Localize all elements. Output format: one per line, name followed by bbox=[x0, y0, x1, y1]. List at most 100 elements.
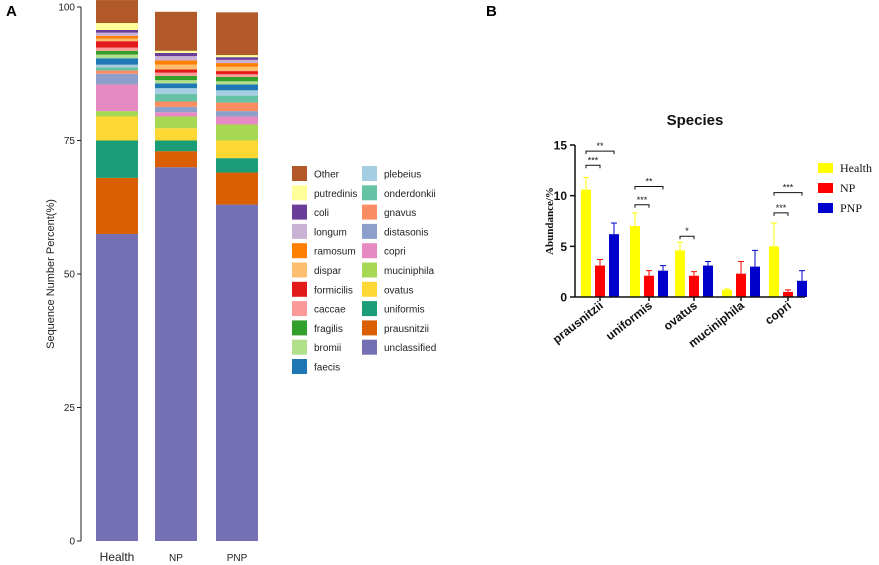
bar-segment-unclassified bbox=[155, 167, 197, 541]
significance-bracket bbox=[679, 235, 695, 240]
bar-segment-gnavus bbox=[96, 70, 138, 74]
legend-label-unclassified: unclassified bbox=[384, 343, 436, 354]
bar-NP-prausnitzii bbox=[595, 265, 605, 297]
legend-swatch-unclassified bbox=[362, 339, 377, 355]
y-tick-label: 75 bbox=[64, 136, 76, 147]
bar-PNP-uniformis bbox=[658, 270, 668, 297]
bar-Health-copri bbox=[769, 246, 779, 297]
x-tick-label: uniformis bbox=[603, 298, 655, 343]
legend-label-prausnitzii: prausnitzii bbox=[384, 324, 429, 335]
bar-segment-muciniphila bbox=[96, 111, 138, 117]
legend-swatch-plebeius bbox=[362, 166, 377, 181]
bar-segment-faecis bbox=[96, 58, 138, 65]
bar-segment-coli bbox=[216, 57, 258, 60]
bar-PNP-prausnitzii bbox=[609, 234, 619, 297]
bar-segment-bromii bbox=[216, 81, 258, 85]
legend-swatch-fragilis bbox=[292, 320, 307, 336]
bar-segment-putredinis bbox=[96, 23, 138, 30]
legend-label-uniformis: uniformis bbox=[384, 305, 425, 316]
bar-segment-caccae bbox=[155, 72, 197, 76]
significance-bracket bbox=[585, 164, 601, 169]
bar-segment-prausnitzii bbox=[155, 151, 197, 168]
panel-label-a: A bbox=[6, 3, 17, 20]
legend-label-longum: longum bbox=[314, 227, 347, 238]
significance-bracket bbox=[634, 204, 650, 208]
legend-swatch-coli bbox=[292, 204, 307, 220]
bar-segment-putredinis bbox=[216, 55, 258, 58]
bar-segment-coli bbox=[155, 52, 197, 57]
significance-bracket bbox=[773, 192, 803, 196]
legend-label-NP: NP bbox=[840, 181, 856, 195]
bar-segment-plebeius bbox=[155, 88, 197, 95]
legend-label-PNP: PNP bbox=[840, 201, 862, 215]
bar-Health-ovatus bbox=[675, 250, 685, 297]
legend-label-Health: Health bbox=[840, 161, 872, 175]
legend-swatch-Health bbox=[818, 163, 833, 173]
legend-label-gnavus: gnavus bbox=[384, 208, 416, 219]
y-tick-label: 25 bbox=[64, 403, 76, 414]
y-tick-label: 5 bbox=[560, 240, 567, 254]
legend-swatch-prausnitzii bbox=[362, 320, 377, 336]
bar-segment-uniformis bbox=[96, 140, 138, 178]
x-tick-label: prausnitzii bbox=[550, 298, 606, 346]
bar-segment-Other bbox=[96, 0, 138, 24]
significance-label: ** bbox=[645, 177, 653, 187]
bar-Health-muciniphila bbox=[722, 289, 732, 297]
bar-segment-plebeius bbox=[96, 64, 138, 68]
bar-segment-uniformis bbox=[155, 140, 197, 152]
legend-label-Other: Other bbox=[314, 170, 340, 181]
bar-PNP-copri bbox=[797, 280, 807, 297]
bar-NP-uniformis bbox=[644, 275, 654, 297]
bar-segment-fragilis bbox=[216, 76, 258, 82]
legend-swatch-longum bbox=[292, 223, 307, 239]
legend-label-formicilis: formicilis bbox=[314, 285, 353, 296]
legend-swatch-copri bbox=[362, 243, 377, 259]
legend-swatch-bromii bbox=[292, 339, 307, 355]
legend-swatch-formicilis bbox=[292, 281, 307, 297]
bar-segment-prausnitzii bbox=[216, 172, 258, 205]
legend-label-ovatus: ovatus bbox=[384, 285, 413, 296]
significance-label: ** bbox=[596, 141, 604, 151]
bar-Health-prausnitzii bbox=[581, 189, 591, 297]
legend-label-putredinis: putredinis bbox=[314, 189, 357, 200]
legend-label-copri: copri bbox=[384, 247, 406, 258]
bar-segment-formicilis bbox=[155, 69, 197, 73]
bar-segment-prausnitzii bbox=[96, 177, 138, 234]
legend-swatch-NP bbox=[818, 183, 833, 193]
x-tick-label: ovatus bbox=[661, 298, 700, 333]
x-tick-label: NP bbox=[169, 553, 183, 564]
significance-bracket bbox=[634, 186, 664, 190]
bar-NP-copri bbox=[783, 291, 793, 297]
panel-label-b: B bbox=[486, 3, 497, 20]
significance-bracket bbox=[585, 150, 615, 155]
legend-swatch-caccae bbox=[292, 301, 307, 317]
legend-swatch-putredinis bbox=[292, 185, 307, 201]
legend-label-faecis: faecis bbox=[314, 363, 340, 374]
bar-segment-ovatus bbox=[96, 116, 138, 141]
bar-segment-longum bbox=[96, 32, 138, 36]
bar-segment-gnavus bbox=[155, 101, 197, 107]
legend-swatch-ramosum bbox=[292, 243, 307, 259]
bar-Health-uniformis bbox=[630, 226, 640, 297]
significance-label: * bbox=[685, 226, 689, 236]
bar-segment-putredinis bbox=[155, 50, 197, 53]
significance-label: *** bbox=[637, 195, 648, 205]
bar-segment-unclassified bbox=[216, 204, 258, 541]
bar-segment-uniformis bbox=[216, 158, 258, 173]
legend-swatch-onderdonkii bbox=[362, 185, 377, 201]
legend-label-bromii: bromii bbox=[314, 343, 341, 354]
legend-label-ramosum: ramosum bbox=[314, 247, 356, 258]
legend-swatch-muciniphila bbox=[362, 262, 377, 278]
bar-segment-muciniphila bbox=[216, 124, 258, 141]
grouped-bar-chart: Species Abundance/% prausnitziiuniformis… bbox=[544, 112, 872, 350]
y-tick-label: 0 bbox=[560, 291, 567, 305]
bar-segment-ovatus bbox=[155, 128, 197, 141]
bar-segment-onderdonkii bbox=[216, 95, 258, 103]
bar-segment-gnavus bbox=[216, 102, 258, 112]
bar-segment-plebeius bbox=[216, 90, 258, 96]
y-tick-label: 50 bbox=[64, 270, 76, 281]
x-tick-label: Health bbox=[100, 550, 135, 564]
y-tick-label: 15 bbox=[554, 139, 568, 153]
y-tick-label: 10 bbox=[554, 189, 568, 203]
bar-segment-dispar bbox=[96, 38, 138, 42]
